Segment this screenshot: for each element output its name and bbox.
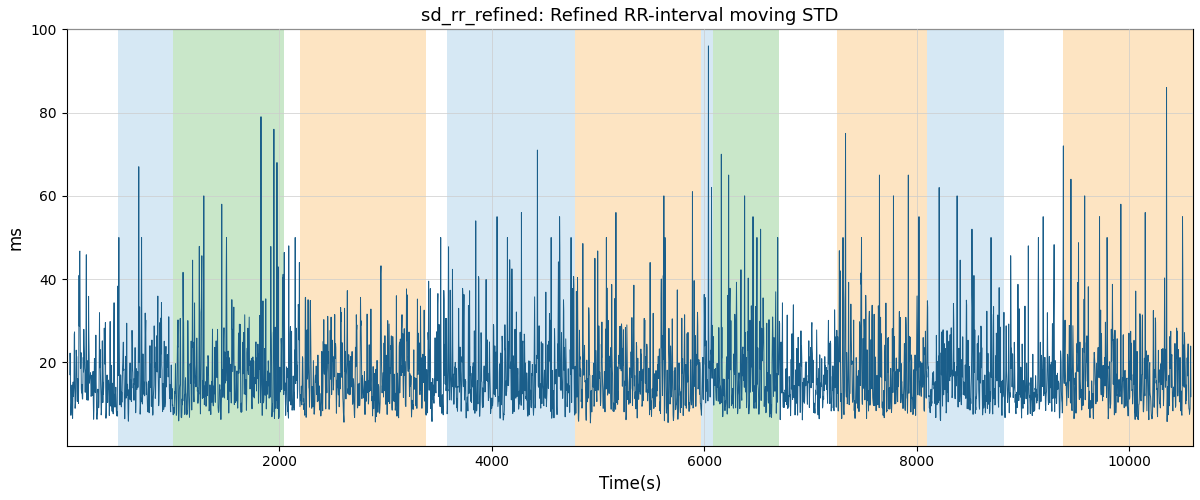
Bar [118,30,173,446]
Bar [448,30,575,446]
Title: sd_rr_refined: Refined RR-interval moving STD: sd_rr_refined: Refined RR-interval movin… [421,7,839,25]
Bar [838,30,928,446]
Y-axis label: ms: ms [7,225,25,250]
Bar [575,30,701,446]
Bar [928,30,1004,446]
X-axis label: Time(s): Time(s) [599,475,661,493]
Bar [1063,30,1193,446]
Bar [300,30,426,446]
Bar [701,30,713,446]
Bar [173,30,284,446]
Bar [713,30,779,446]
